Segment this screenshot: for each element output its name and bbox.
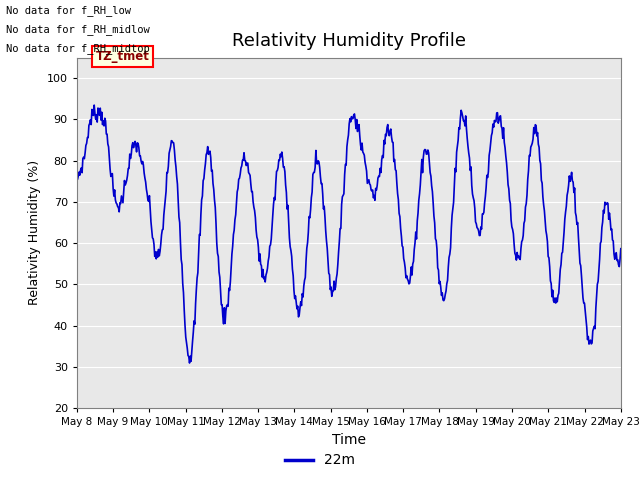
Y-axis label: Relativity Humidity (%): Relativity Humidity (%) [28,160,41,305]
X-axis label: Time: Time [332,432,366,446]
Legend: 22m: 22m [280,448,360,473]
Title: Relativity Humidity Profile: Relativity Humidity Profile [232,33,466,50]
Text: No data for f_RH_midtop: No data for f_RH_midtop [6,43,150,54]
Text: No data for f_RH_midlow: No data for f_RH_midlow [6,24,150,35]
Text: TZ_tmet: TZ_tmet [96,50,150,63]
Text: No data for f_RH_low: No data for f_RH_low [6,5,131,16]
